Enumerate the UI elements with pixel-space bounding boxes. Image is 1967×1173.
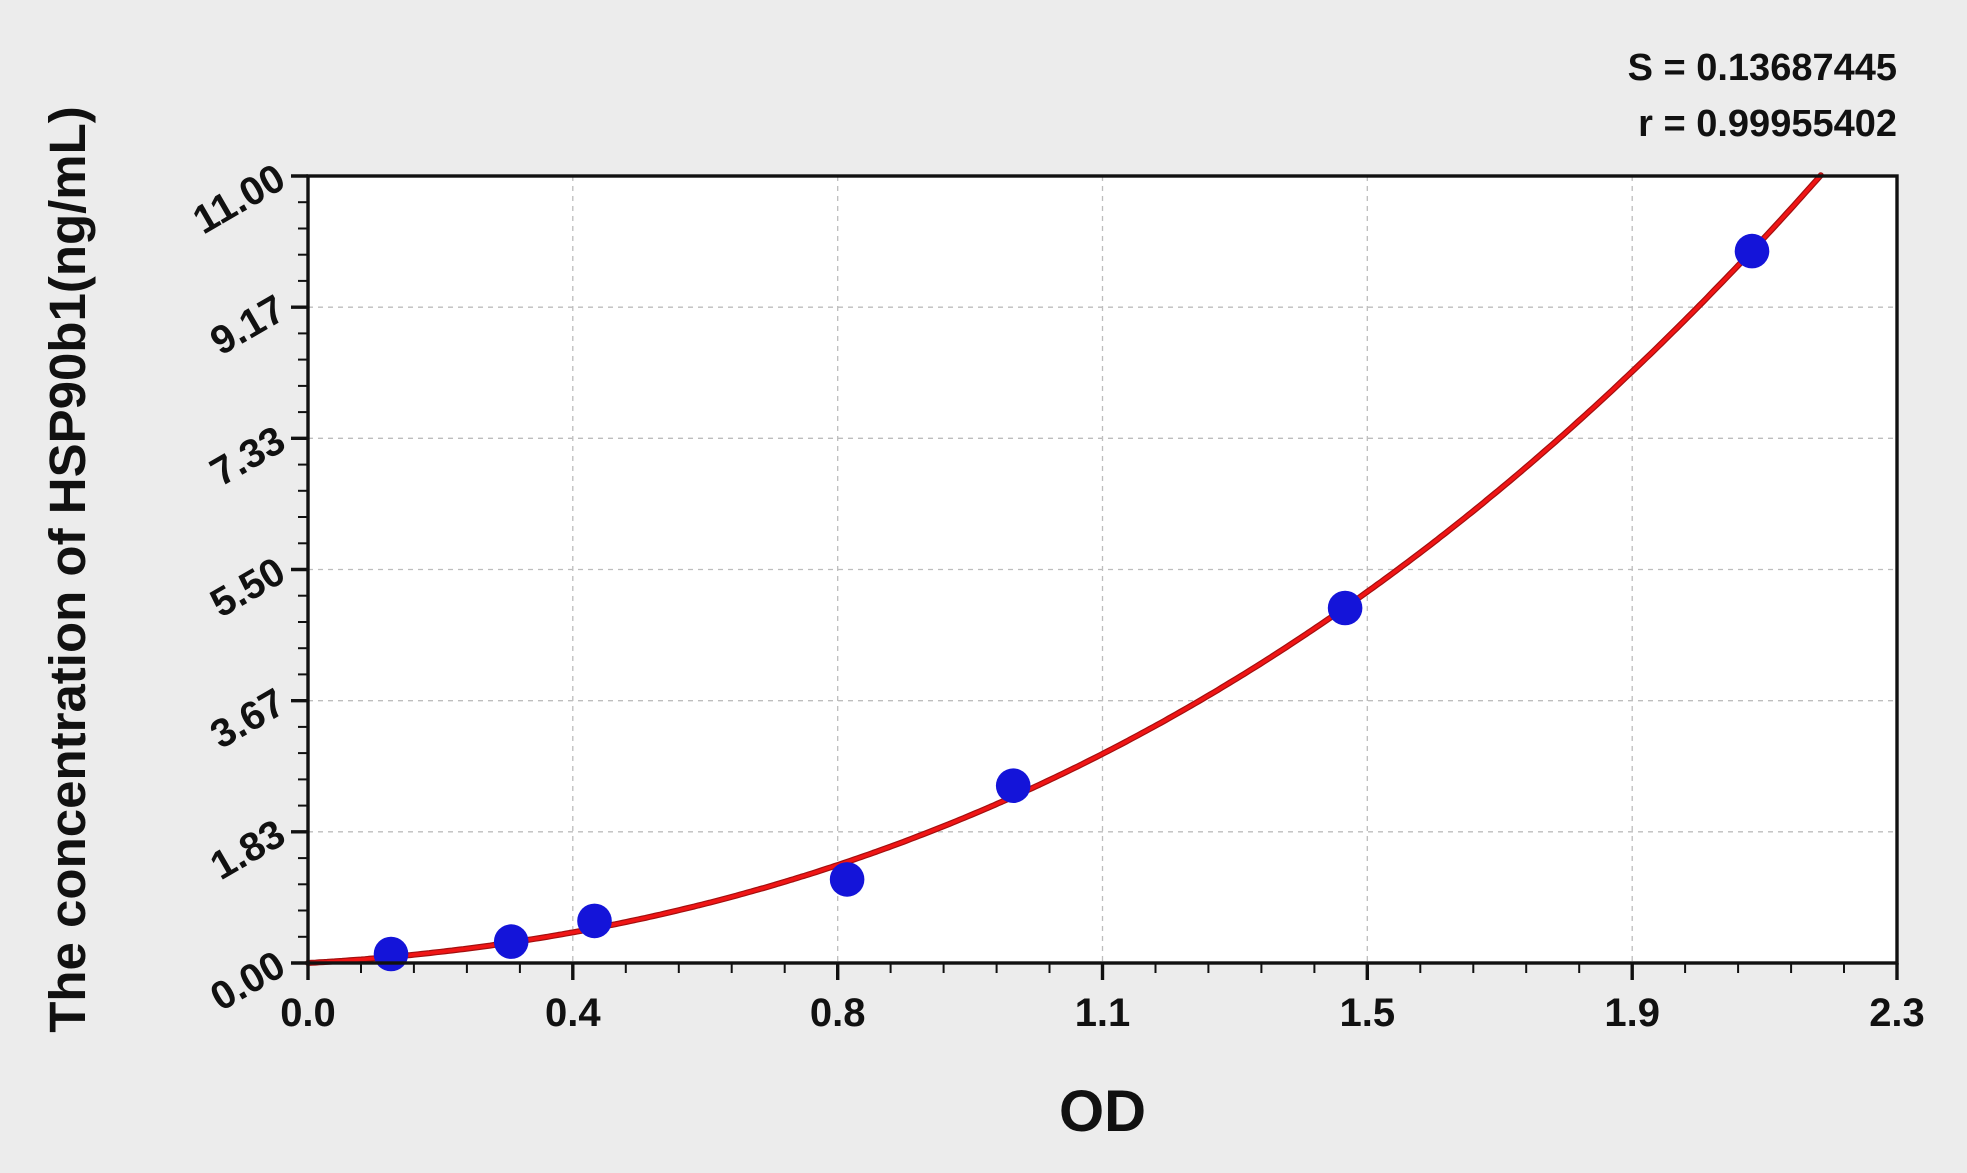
svg-text:S = 0.13687445: S = 0.13687445: [1628, 47, 1897, 89]
svg-text:0.0: 0.0: [280, 991, 336, 1035]
svg-text:0.8: 0.8: [810, 991, 866, 1035]
svg-text:0.4: 0.4: [545, 991, 601, 1035]
svg-text:1.9: 1.9: [1604, 991, 1660, 1035]
svg-text:1.5: 1.5: [1339, 991, 1395, 1035]
svg-text:2.3: 2.3: [1869, 991, 1925, 1035]
svg-text:The concentration of HSP90b1(n: The concentration of HSP90b1(ng/mL): [39, 106, 96, 1033]
svg-text:1.1: 1.1: [1075, 991, 1131, 1035]
svg-text:r = 0.99955402: r = 0.99955402: [1638, 103, 1897, 145]
svg-text:OD: OD: [1059, 1079, 1146, 1144]
